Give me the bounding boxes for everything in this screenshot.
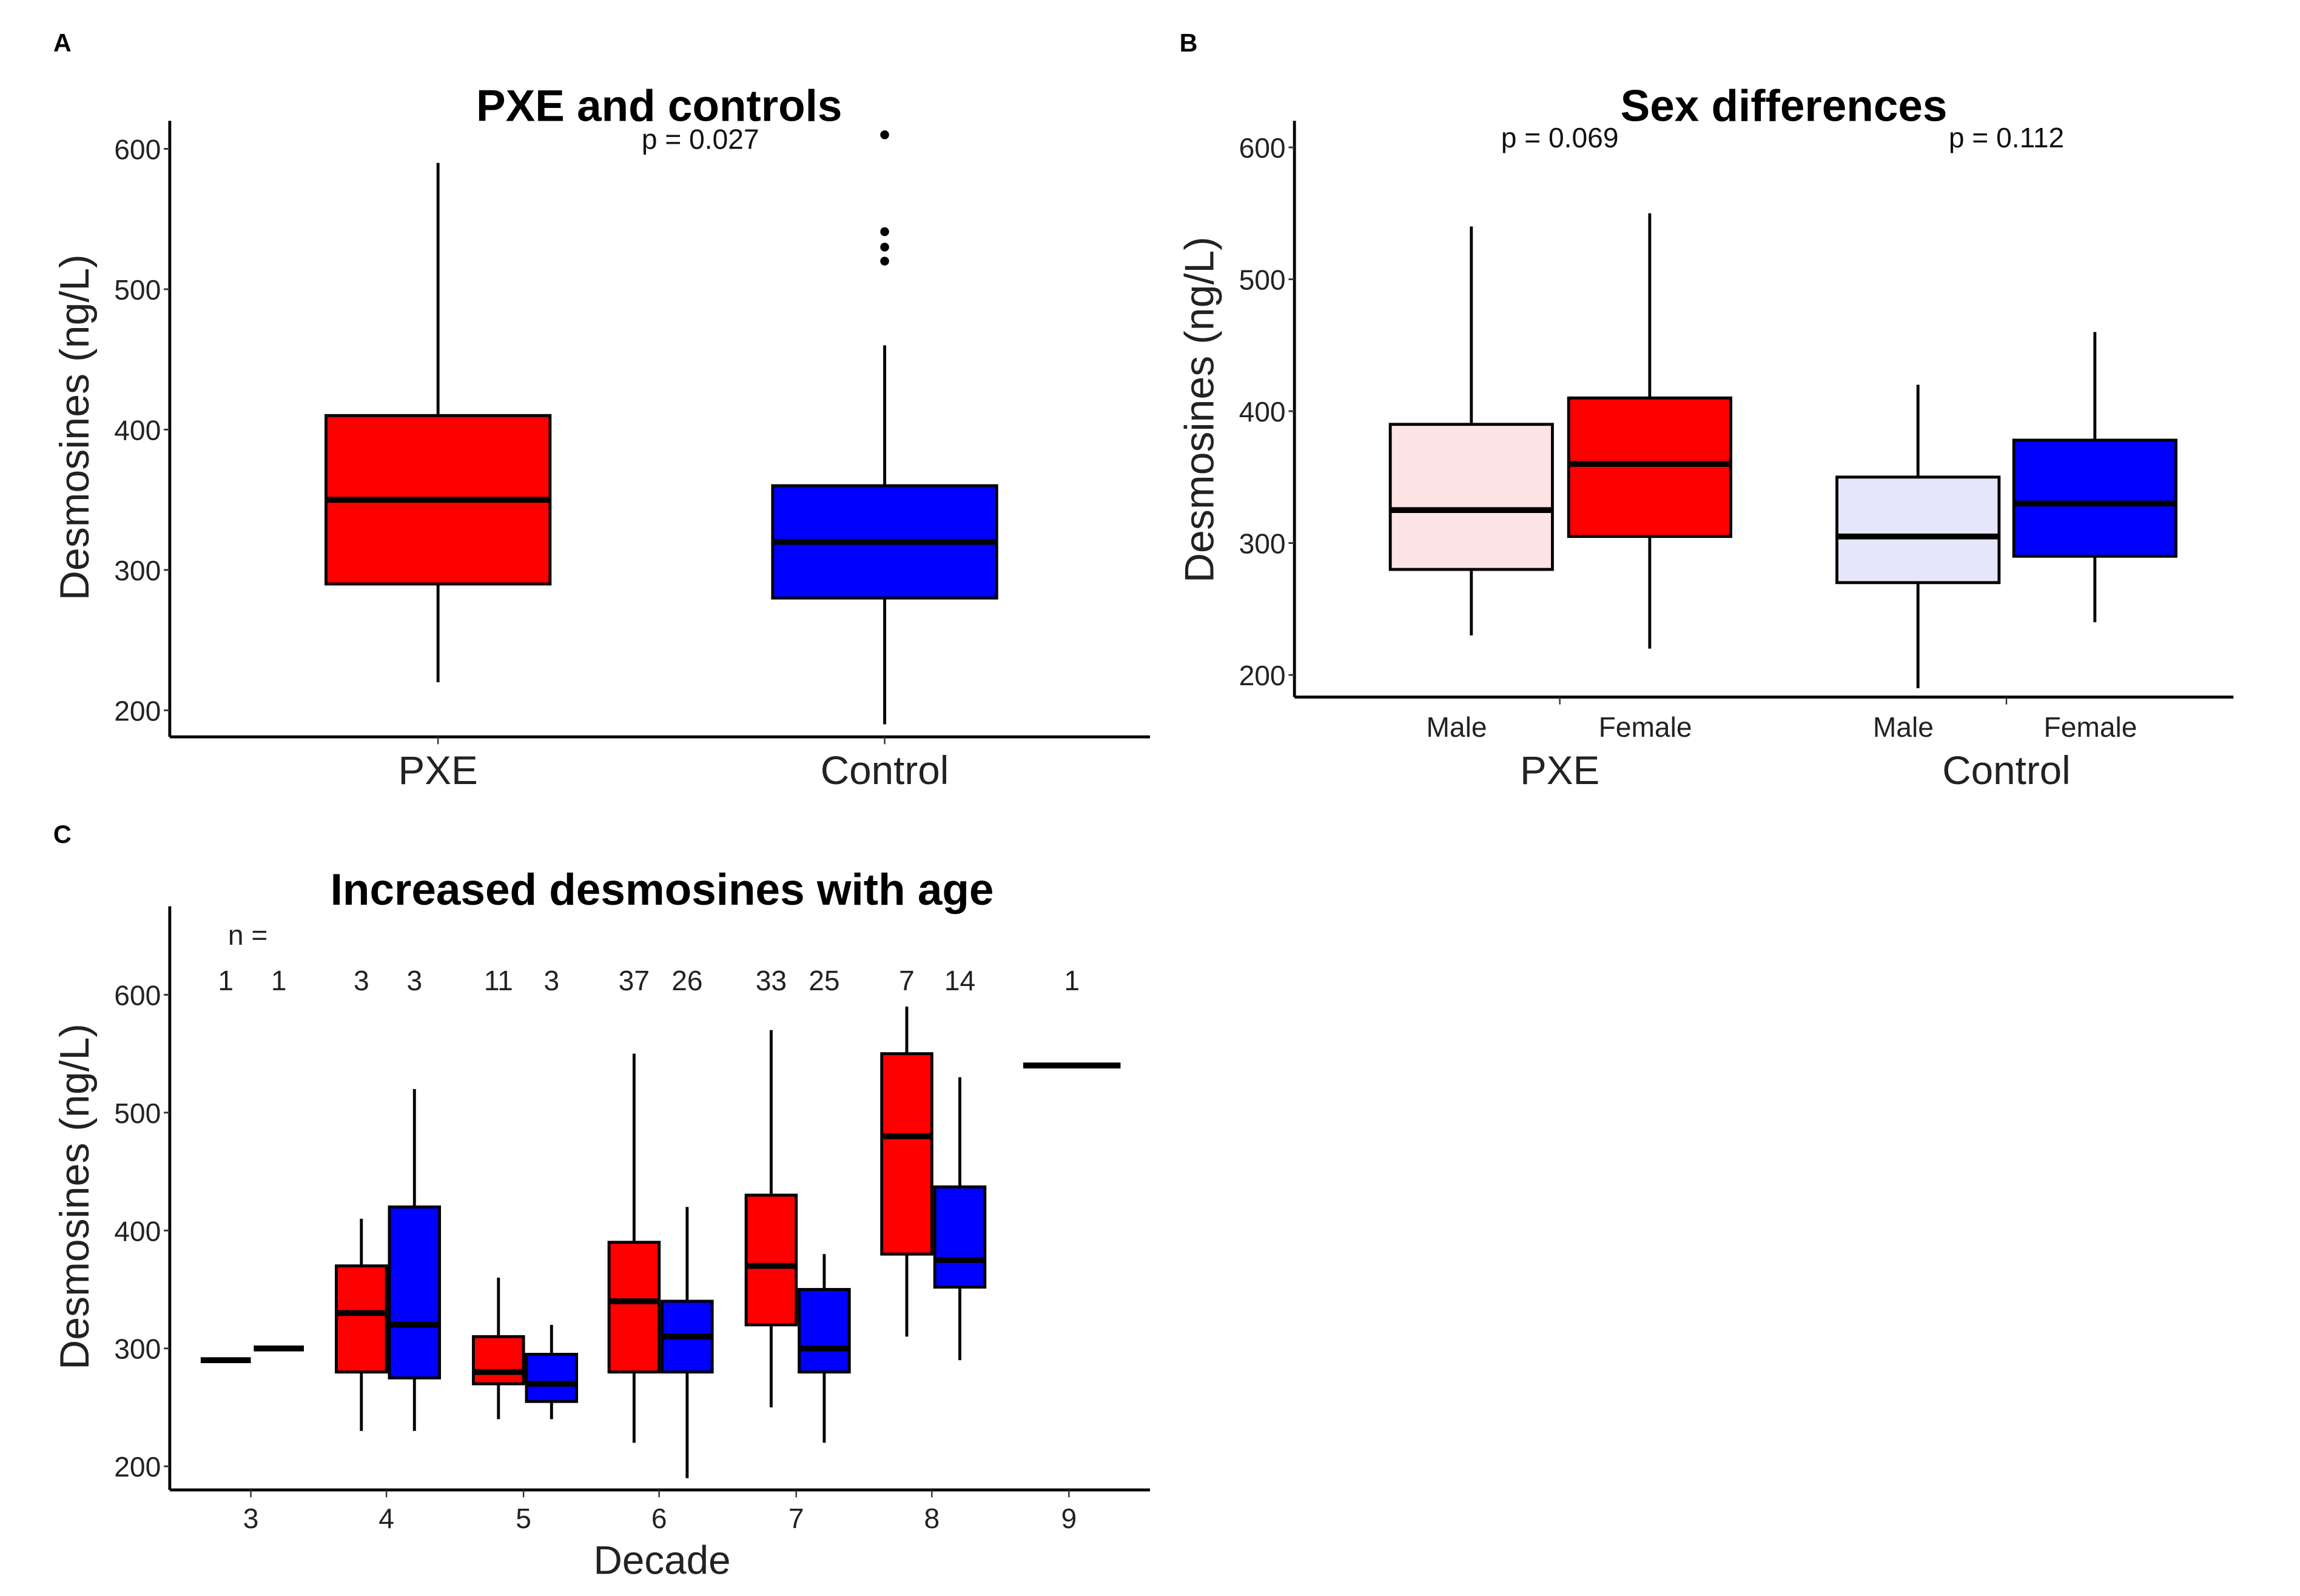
panel-label-a: A [53, 29, 72, 57]
y-tick-label: 200 [114, 695, 161, 726]
box-pxe-female-box [1567, 396, 1732, 538]
box-control-outlier [880, 243, 889, 252]
y-tick-label: 600 [114, 133, 161, 165]
y-tick-label: 200 [114, 1451, 161, 1483]
n-count-label: 3 [406, 965, 422, 996]
x-tick-label: 9 [1061, 1503, 1077, 1534]
n-count-label: 14 [944, 965, 975, 996]
y-axis-label: Desmosines (ng/L) [52, 254, 98, 600]
x-tick-label: 8 [924, 1503, 940, 1534]
x-sex-label: Female [1599, 711, 1692, 743]
y-tick-label: 600 [114, 979, 161, 1011]
n-count-label: 26 [671, 965, 702, 996]
n-count-label: 1 [218, 965, 234, 996]
x-tick-label: 5 [516, 1503, 531, 1534]
chart-title: Sex differences [1621, 81, 1948, 130]
y-axis-label: Desmosines (ng/L) [1177, 236, 1223, 583]
box-control-female-box [2012, 438, 2177, 558]
y-tick-label: 400 [1239, 396, 1286, 428]
n-count-label: 1 [271, 965, 287, 996]
y-tick-label: 400 [114, 414, 161, 446]
y-tick-label: 600 [1239, 132, 1286, 164]
n-count-label: 33 [756, 965, 787, 996]
box-decade8-control-box [933, 1185, 987, 1289]
x-tick-label: 4 [378, 1503, 394, 1534]
chart-title: PXE and controls [476, 81, 842, 130]
y-tick-label: 300 [1239, 528, 1286, 560]
box-control-outlier [880, 130, 889, 139]
n-count-label: 25 [809, 965, 839, 996]
chart-title: Increased desmosines with age [331, 865, 994, 914]
n-count-label: 37 [619, 965, 650, 996]
p-value-annotation-control: p = 0.112 [1949, 122, 2064, 153]
box-control-male-box [1835, 475, 2001, 585]
x-category-label: Control [821, 748, 949, 793]
x-group-label: PXE [1520, 748, 1599, 793]
box-decade7-pxe-box [744, 1193, 798, 1327]
x-tick-label: 7 [789, 1503, 804, 1534]
x-sex-label: Female [2044, 711, 2137, 743]
box-pxe-male-box [1388, 423, 1554, 571]
y-tick-label: 500 [114, 274, 161, 306]
y-tick-label: 500 [1239, 264, 1286, 296]
n-count-label: 7 [899, 965, 915, 996]
x-tick-label: 6 [651, 1503, 667, 1534]
y-axis-label: Desmosines (ng/L) [52, 1024, 98, 1370]
box-decade6-pxe-box [607, 1241, 661, 1374]
y-tick-label: 200 [1239, 660, 1286, 691]
y-tick-label: 300 [114, 1333, 161, 1365]
box-decade4-control-box [388, 1205, 442, 1380]
panel-label-c: C [53, 820, 72, 848]
y-tick-label: 400 [114, 1215, 161, 1247]
box-decade4-pxe-box [335, 1264, 388, 1374]
box-control-outlier [880, 256, 889, 266]
box-decade8-pxe-box [880, 1052, 933, 1256]
box-decade5-control-box [525, 1353, 579, 1403]
box-decade5-pxe-box [472, 1335, 525, 1386]
y-tick-label: 300 [114, 555, 161, 586]
p-value-annotation-pxe: p = 0.069 [1501, 122, 1619, 153]
n-count-label: 11 [484, 965, 513, 996]
n-count-label: 1 [1064, 965, 1080, 996]
y-tick-label: 500 [114, 1098, 161, 1129]
x-category-label: PXE [398, 748, 478, 793]
x-axis-label: Decade [593, 1538, 730, 1583]
panel-label-b: B [1180, 29, 1198, 57]
p-value-annotation: p = 0.027 [642, 123, 759, 155]
x-sex-label: Male [1426, 711, 1487, 743]
box-control-outlier [880, 227, 889, 236]
x-group-label: Control [1942, 748, 2071, 793]
box-decade7-control-box [798, 1288, 851, 1374]
x-tick-label: 3 [243, 1503, 259, 1534]
n-count-label: 3 [354, 965, 369, 996]
x-sex-label: Male [1873, 711, 1934, 743]
n-count-label: 3 [543, 965, 559, 996]
n-equals-label: n = [228, 919, 267, 951]
